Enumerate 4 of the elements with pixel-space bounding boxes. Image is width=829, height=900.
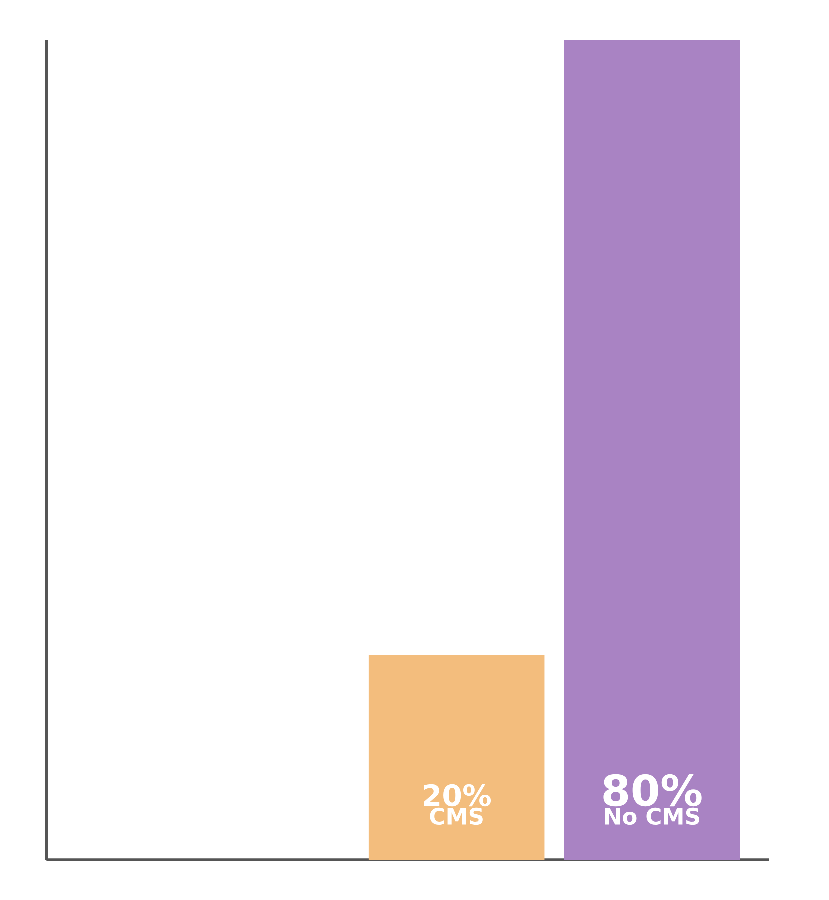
data-label: 80% xyxy=(604,774,702,807)
x-tick-label: No CMS xyxy=(605,808,700,826)
data-label: 20% xyxy=(424,784,492,807)
x-tick-label: CMS xyxy=(430,808,483,826)
